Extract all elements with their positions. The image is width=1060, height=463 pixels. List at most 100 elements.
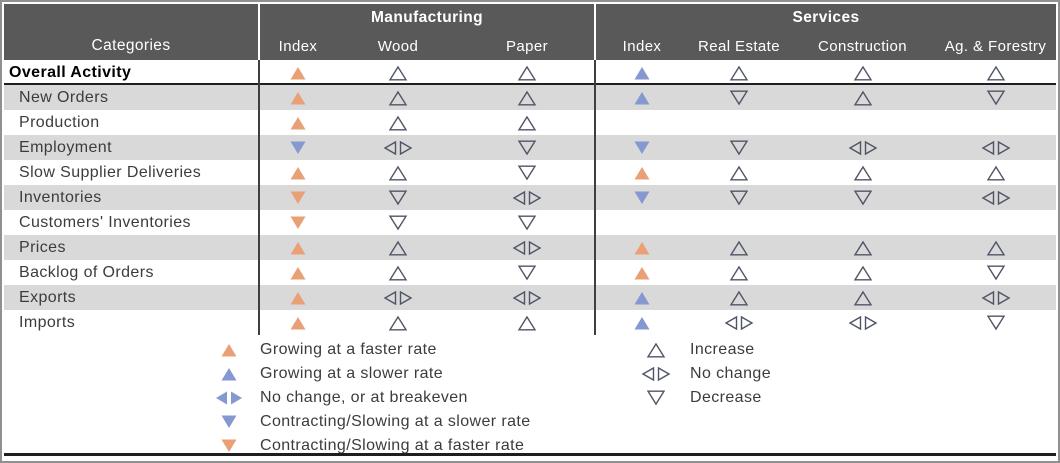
category-label: New Orders (19, 89, 109, 106)
trend-cell (935, 185, 1056, 210)
legend-row: Decrease (636, 386, 771, 410)
increase-icon (853, 265, 872, 281)
trend-cell (460, 235, 594, 260)
category-label: Overall Activity (9, 64, 132, 81)
column-header-ag-forestry: Ag. & Forestry (944, 37, 1047, 55)
increase-icon (853, 90, 872, 106)
manufacturing-header-group: Manufacturing Index Wood Paper (258, 4, 594, 60)
increase-icon (729, 65, 749, 81)
trend-cell (336, 185, 460, 210)
increase-icon (729, 165, 749, 181)
trend-cell (460, 260, 594, 285)
contracting-slower-icon (634, 141, 650, 154)
legend-label: Growing at a slower rate (260, 365, 444, 382)
trend-cell (336, 210, 460, 235)
trend-cell (258, 185, 336, 210)
growing-faster-icon (221, 344, 237, 357)
growing-slower-icon (221, 368, 237, 381)
trend-cell (935, 210, 1056, 235)
growing-faster-icon (290, 241, 306, 254)
increase-icon (646, 342, 666, 358)
increase-icon (986, 65, 1005, 81)
trend-cell (460, 110, 594, 135)
trend-cell (336, 310, 460, 335)
trend-cell (688, 235, 790, 260)
growing-slower-icon (634, 291, 650, 304)
column-header-wood: Wood (377, 37, 419, 55)
no-change-icon (981, 290, 1010, 305)
trend-cell (935, 235, 1056, 260)
increase-icon (729, 240, 749, 256)
category-label: Slow Supplier Deliveries (19, 164, 202, 181)
legend-label: Increase (690, 341, 755, 358)
legend-symbol (212, 366, 246, 382)
contracting-slower-icon (290, 141, 306, 154)
increase-icon (853, 65, 872, 81)
trend-cell (336, 285, 460, 310)
trend-cell (594, 85, 688, 110)
growing-faster-icon (634, 166, 650, 179)
increase-icon (729, 290, 749, 306)
increase-icon (388, 115, 408, 131)
table-row: Production (4, 110, 1056, 135)
no-change-icon (981, 140, 1010, 155)
increase-icon (388, 65, 408, 81)
trend-cell (688, 185, 790, 210)
table-row: Employment (4, 135, 1056, 160)
decrease-icon (986, 90, 1005, 105)
category-label: Customers' Inventories (19, 214, 191, 231)
trend-cell (258, 210, 336, 235)
services-column-headers: Index Real Estate Construction Ag. & For… (596, 32, 1056, 60)
trend-cell (594, 60, 688, 85)
trend-cell (688, 210, 790, 235)
column-header-paper: Paper (505, 37, 549, 55)
no-change-icon (383, 290, 413, 305)
trend-cell (790, 185, 935, 210)
trend-cell (336, 135, 460, 160)
table-row: Imports (4, 310, 1056, 335)
trend-cell (258, 285, 336, 310)
trend-cell (935, 285, 1056, 310)
trend-cell (688, 285, 790, 310)
increase-icon (388, 90, 408, 106)
trend-cell (790, 235, 935, 260)
trend-cell (935, 85, 1056, 110)
trend-cell (935, 160, 1056, 185)
growing-faster-icon (290, 166, 306, 179)
table-row: Backlog of Orders (4, 260, 1056, 285)
legend-symbol (212, 414, 246, 430)
legend-symbol (636, 390, 676, 406)
decrease-icon (729, 90, 749, 105)
column-header-real-estate: Real Estate (698, 37, 780, 55)
decrease-icon (517, 165, 537, 180)
growing-faster-icon (290, 316, 306, 329)
legend-label: Growing at a faster rate (260, 341, 437, 358)
decrease-icon (986, 315, 1005, 330)
decrease-icon (388, 215, 408, 230)
trend-cell (594, 285, 688, 310)
trend-cell (688, 85, 790, 110)
trend-cell (336, 110, 460, 135)
category-label: Exports (19, 289, 77, 306)
growing-faster-icon (290, 116, 306, 129)
increase-icon (986, 240, 1005, 256)
trend-cell (594, 235, 688, 260)
trend-cell (790, 160, 935, 185)
trend-cell (790, 210, 935, 235)
growing-faster-icon (634, 266, 650, 279)
breakeven-icon (216, 391, 242, 405)
trend-cell (790, 110, 935, 135)
increase-icon (853, 165, 872, 181)
trend-cell (258, 160, 336, 185)
category-label: Inventories (19, 189, 102, 206)
trend-cell (688, 60, 790, 85)
contracting-slower-icon (221, 415, 237, 428)
categories-header-cell: Categories (4, 4, 258, 60)
manufacturing-group-title: Manufacturing (371, 9, 483, 26)
legend-symbol (636, 366, 676, 382)
trend-cell (594, 210, 688, 235)
legend-symbol (636, 342, 676, 358)
table-body: Overall Activity New Orders Production Empl… (4, 60, 1056, 335)
